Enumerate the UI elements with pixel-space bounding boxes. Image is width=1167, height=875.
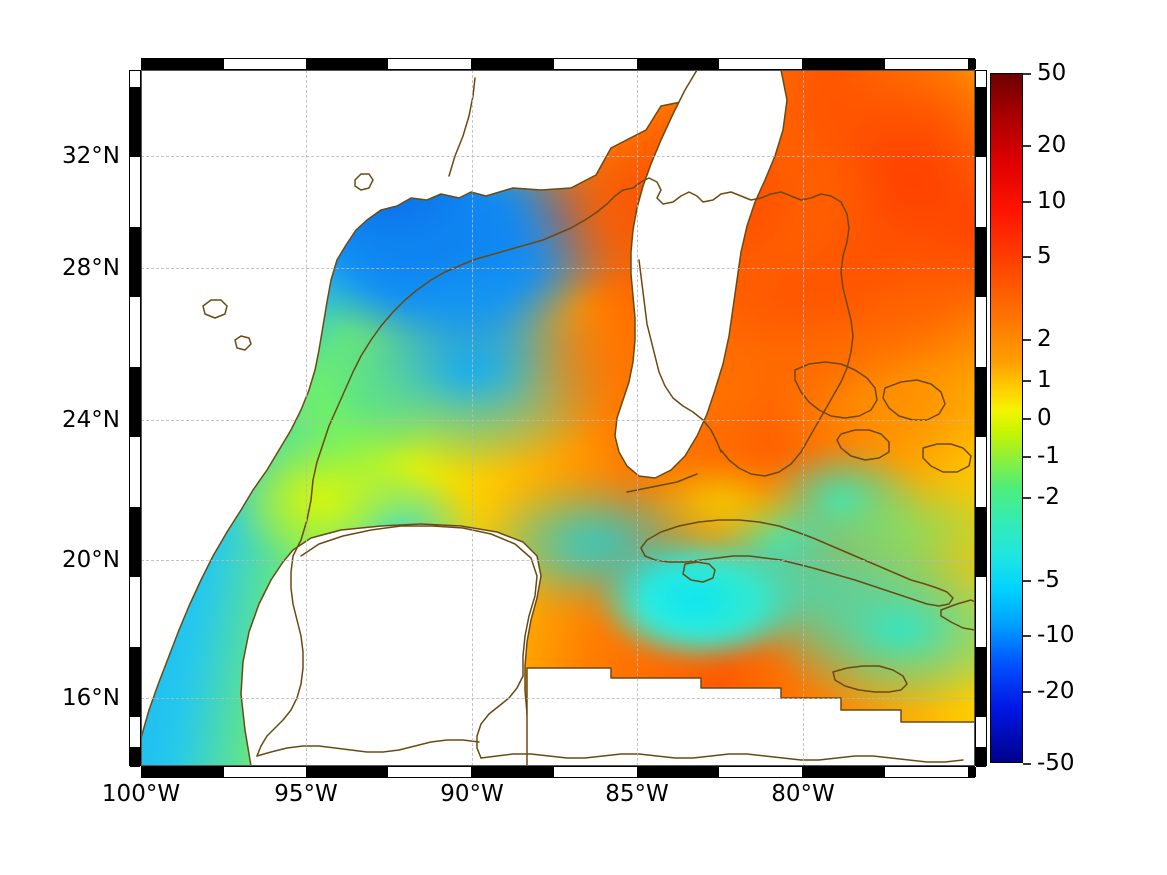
colorbar-label-1: 1 xyxy=(1037,367,1052,393)
colorbar-tick-5 xyxy=(1023,256,1031,258)
colorbar-tick--1 xyxy=(1023,456,1031,458)
ytick-label-28N: 28°N xyxy=(62,255,120,281)
map-axes[interactable] xyxy=(141,70,975,766)
colorbar-label--1: -1 xyxy=(1037,443,1060,469)
coastline-overlay xyxy=(141,70,975,766)
gridline-28N xyxy=(141,268,975,269)
colorbar-tick--2 xyxy=(1023,497,1031,499)
ytick-label-32N: 32°N xyxy=(62,143,120,169)
frame-bottom xyxy=(141,766,976,778)
colorbar-label--2: -2 xyxy=(1037,484,1060,510)
xtick-label-80W: 80°W xyxy=(771,781,835,807)
colorbar-label-2: 2 xyxy=(1037,326,1052,352)
xtick-label-95W: 95°W xyxy=(274,781,338,807)
gridline-24N xyxy=(141,420,975,421)
ytick-label-16N: 16°N xyxy=(62,685,120,711)
colorbar-tick--10 xyxy=(1023,635,1031,637)
ytick-label-24N: 24°N xyxy=(62,407,120,433)
gridline-80W xyxy=(803,70,804,766)
gridline-95W xyxy=(306,70,307,766)
colorbar-gradient xyxy=(990,73,1023,763)
colorbar-tick-10 xyxy=(1023,201,1031,203)
frame-right xyxy=(975,70,987,767)
map-data-layer xyxy=(141,70,975,766)
xtick-label-85W: 85°W xyxy=(605,781,669,807)
colorbar-tick-20 xyxy=(1023,145,1031,147)
colorbar-tick--20 xyxy=(1023,691,1031,693)
frame-top xyxy=(141,58,976,70)
colorbar-label-50: 50 xyxy=(1037,60,1067,86)
gridline-32N xyxy=(141,156,975,157)
colorbar-tick--5 xyxy=(1023,580,1031,582)
frame-left xyxy=(129,70,141,767)
colorbar[interactable]: 50 20 10 5 2 1 0 -1 -2 -5 -10 -20 -50 xyxy=(990,60,1075,776)
colorbar-label-20: 20 xyxy=(1037,132,1067,158)
xtick-label-100W: 100°W xyxy=(101,781,181,807)
colorbar-label--5: -5 xyxy=(1037,567,1060,593)
colorbar-label--20: -20 xyxy=(1037,678,1075,704)
colorbar-label-10: 10 xyxy=(1037,188,1067,214)
colorbar-label--50: -50 xyxy=(1037,750,1075,776)
colorbar-tick-50 xyxy=(1023,73,1031,75)
colorbar-tick-0 xyxy=(1023,418,1031,420)
colorbar-label-5: 5 xyxy=(1037,243,1052,269)
colorbar-tick--50 xyxy=(1023,763,1031,765)
ytick-label-20N: 20°N xyxy=(62,547,120,573)
colorbar-tick-1 xyxy=(1023,380,1031,382)
colorbar-tick-2 xyxy=(1023,339,1031,341)
gridline-20N xyxy=(141,560,975,561)
colorbar-label--10: -10 xyxy=(1037,622,1075,648)
colorbar-label-0: 0 xyxy=(1037,405,1052,431)
gridline-85W xyxy=(637,70,638,766)
gridline-90W xyxy=(472,70,473,766)
xtick-label-90W: 90°W xyxy=(440,781,504,807)
gridline-16N xyxy=(141,698,975,699)
